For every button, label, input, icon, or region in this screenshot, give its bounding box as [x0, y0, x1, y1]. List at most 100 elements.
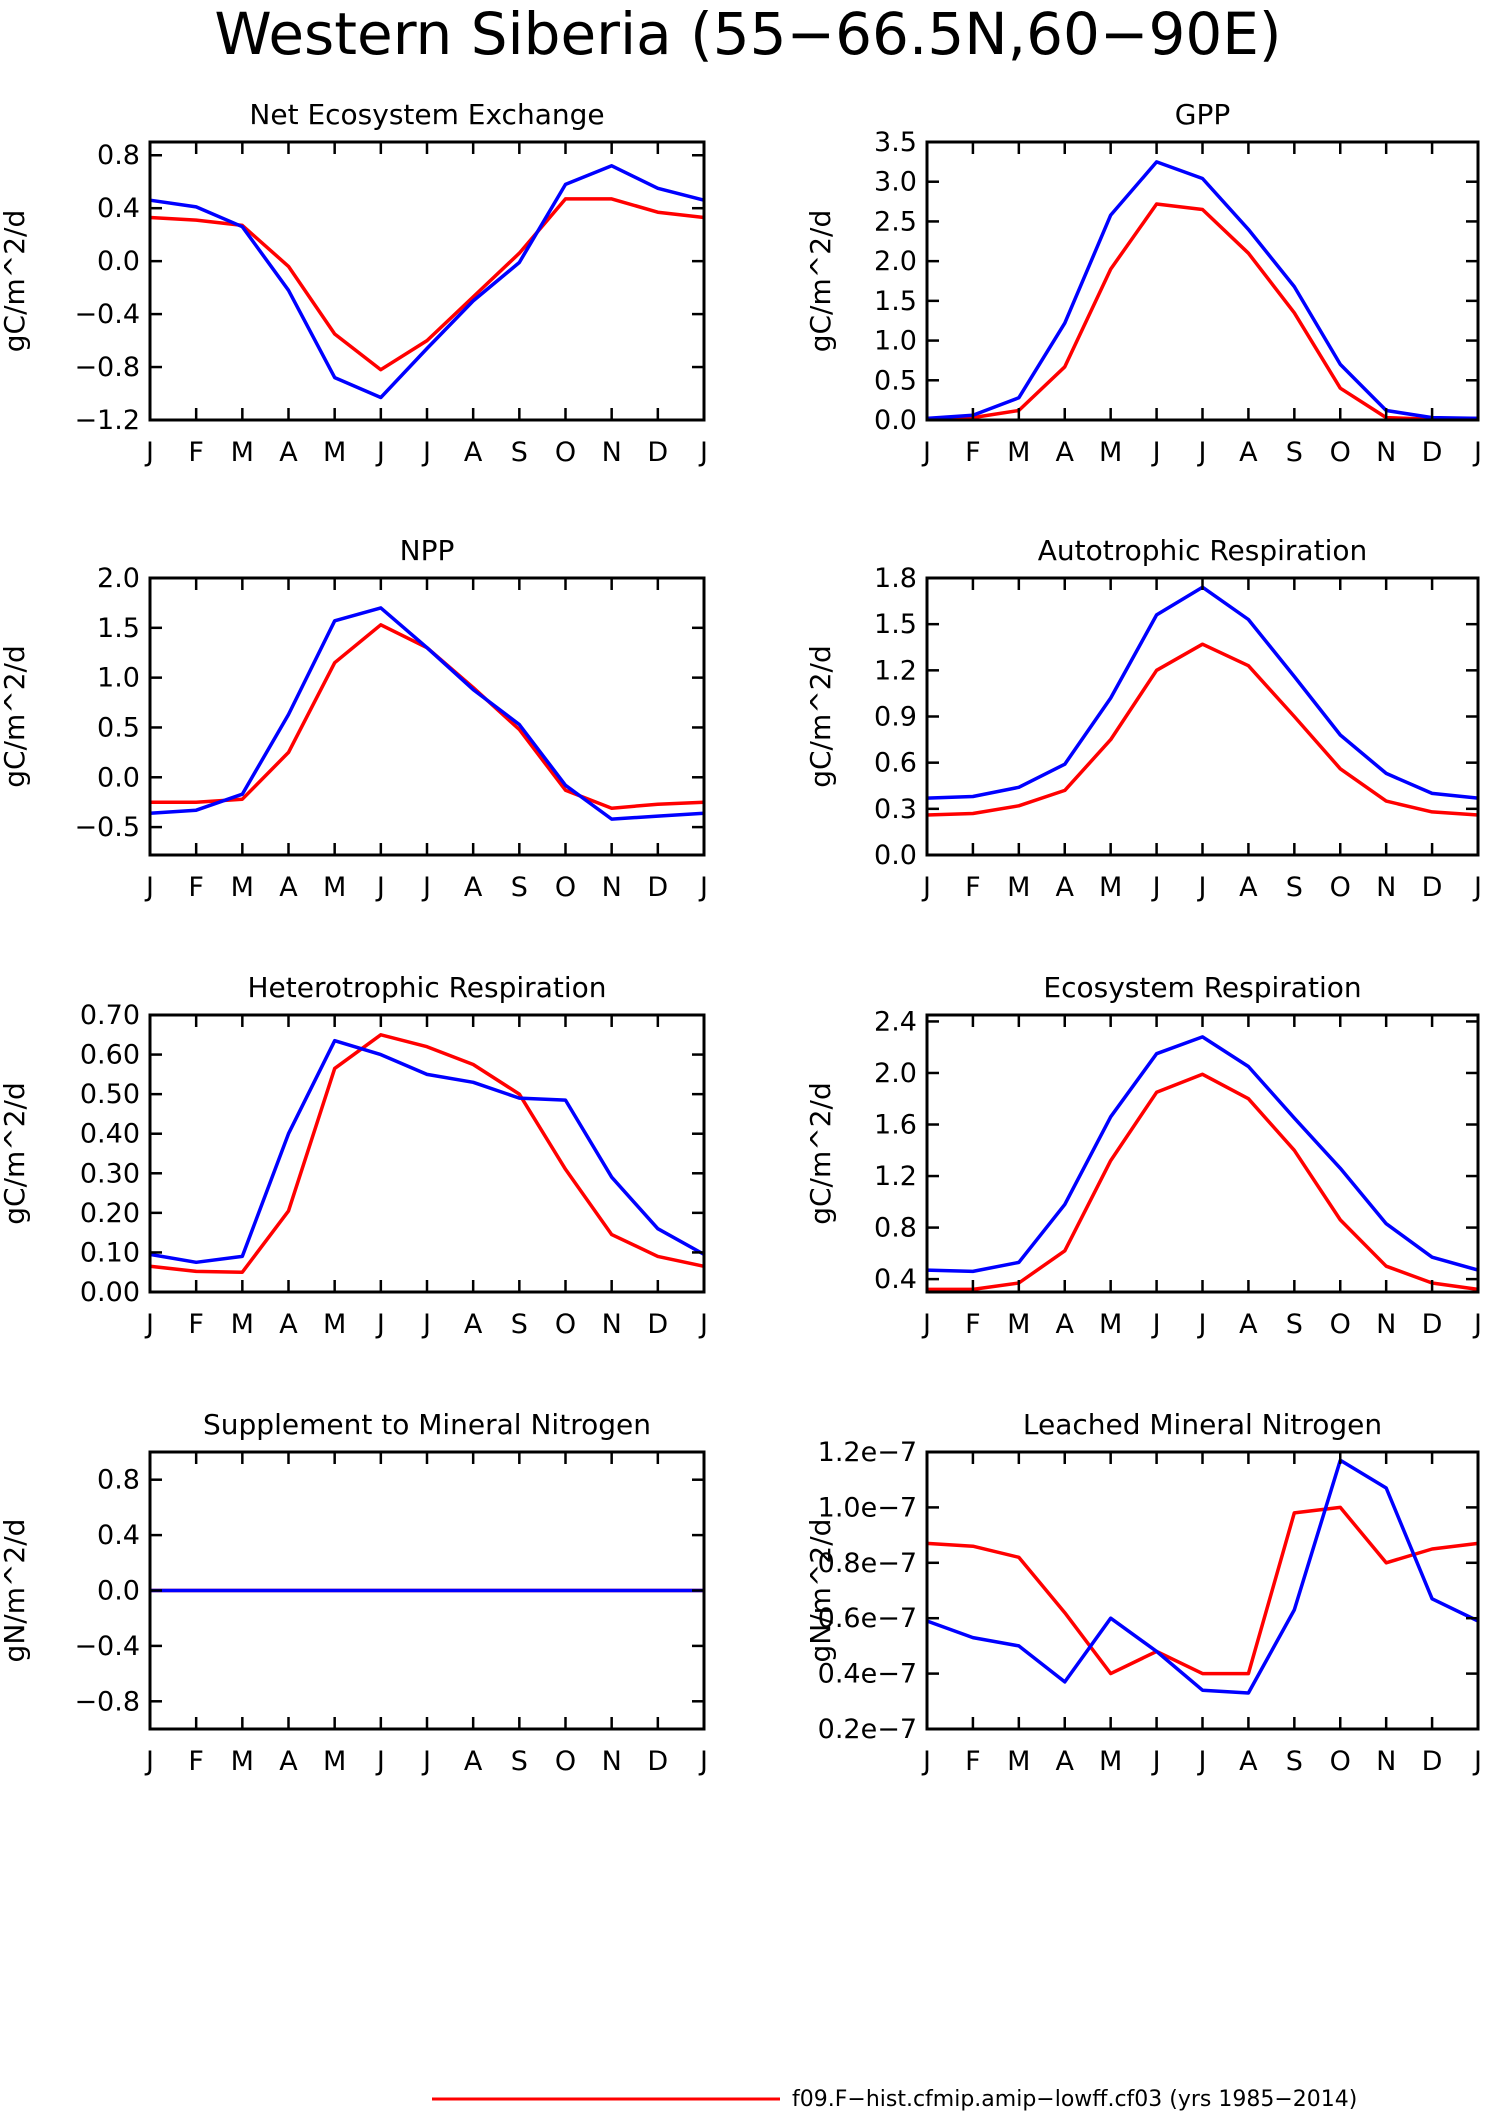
figure-title: Western Siberia (55−66.5N,60−90E): [214, 0, 1281, 68]
x-tick-label: N: [602, 1746, 622, 1777]
x-tick-label: A: [464, 437, 483, 468]
y-tick-label: 0.0: [97, 762, 140, 793]
y-axis-label: gC/m^2/d: [804, 645, 837, 788]
x-tick-label: J: [1151, 1746, 1161, 1777]
x-tick-label: J: [375, 872, 385, 903]
x-tick-label: M: [1099, 872, 1122, 903]
x-tick-label: M: [1007, 1309, 1030, 1340]
x-tick-label: O: [1330, 1746, 1351, 1777]
x-tick-label: J: [1151, 437, 1161, 468]
x-tick-label: J: [921, 437, 931, 468]
panel-net-ecosystem-exchange: Net Ecosystem Exchange gC/m^2/d −1.2 −0.8 −0…: [0, 98, 708, 468]
x-tick-label: J: [421, 1309, 431, 1340]
x-tick-label: A: [1239, 1746, 1258, 1777]
y-tick-label: 3.0: [874, 167, 917, 198]
y-axis-label: gN/m^2/d: [0, 1519, 31, 1663]
x-tick-label: M: [323, 1746, 346, 1777]
x-tick-label: J: [421, 1746, 431, 1777]
y-tick-label: 1.2e−7: [818, 1437, 917, 1468]
y-tick-label: −0.8: [74, 1686, 140, 1717]
y-tick-label: 2.0: [874, 246, 917, 277]
y-tick-label: −0.4: [74, 299, 140, 330]
x-tick-label: S: [1286, 1746, 1303, 1777]
y-tick-label: 0.3: [874, 794, 917, 825]
x-tick-label: M: [1099, 1309, 1122, 1340]
x-tick-label: J: [1197, 872, 1207, 903]
y-tick-label: 0.8e−7: [818, 1548, 917, 1579]
y-tick-label: 0.4: [874, 1264, 917, 1295]
y-tick-label: 0.8: [97, 140, 140, 171]
x-tick-label: N: [602, 1309, 622, 1340]
y-axis-label: gC/m^2/d: [804, 210, 837, 353]
y-axis-label: gC/m^2/d: [0, 210, 31, 353]
x-tick-label: S: [1286, 1309, 1303, 1340]
y-tick-label: 0.8: [874, 1213, 917, 1244]
y-tick-label: 0.4e−7: [818, 1659, 917, 1690]
x-tick-label: D: [1422, 1309, 1443, 1340]
y-tick-label: 0.5: [874, 365, 917, 396]
x-tick-label: O: [555, 1746, 576, 1777]
panel-title: Net Ecosystem Exchange: [249, 98, 604, 131]
y-tick-label: 0.4: [97, 193, 140, 224]
x-tick-label: A: [1056, 872, 1075, 903]
x-tick-label: O: [555, 437, 576, 468]
series-line-1: [926, 1505, 1479, 1676]
panel-title: Autotrophic Respiration: [1038, 534, 1367, 567]
y-tick-label: −0.4: [74, 1631, 140, 1662]
x-tick-label: A: [279, 437, 298, 468]
x-tick-label: A: [464, 1309, 483, 1340]
x-tick-label: J: [1472, 1309, 1482, 1340]
x-tick-label: M: [1099, 1746, 1122, 1777]
x-tick-label: A: [1239, 1309, 1258, 1340]
x-tick-label: S: [511, 437, 528, 468]
x-tick-label: S: [511, 1746, 528, 1777]
y-tick-label: 0.6e−7: [818, 1603, 917, 1634]
x-tick-label: J: [921, 872, 931, 903]
y-tick-label: 0.50: [80, 1079, 140, 1110]
y-tick-label: 0.30: [80, 1158, 140, 1189]
series-line-1: [150, 623, 705, 810]
series-line-1: [926, 202, 1479, 421]
panel-ecosystem-respiration: Ecosystem Respiration gC/m^2/d 0.4 0.8 1.2 1.…: [804, 971, 1482, 1340]
x-tick-label: F: [188, 437, 204, 468]
x-tick-label: J: [144, 1309, 154, 1340]
x-tick-label: M: [323, 437, 346, 468]
y-tick-label: 1.2: [874, 655, 917, 686]
y-tick-label: 0.00: [80, 1277, 140, 1308]
x-tick-label: A: [279, 1309, 298, 1340]
x-tick-label: J: [698, 1746, 708, 1777]
series-line-2: [926, 1458, 1479, 1695]
x-tick-label: M: [323, 872, 346, 903]
x-tick-label: J: [698, 437, 708, 468]
x-tick-label: J: [1472, 437, 1482, 468]
y-tick-label: 0.0: [874, 405, 917, 436]
x-tick-label: J: [1472, 1746, 1482, 1777]
y-tick-label: 1.0: [874, 326, 917, 357]
x-tick-label: A: [464, 1746, 483, 1777]
y-tick-label: 0.60: [80, 1040, 140, 1071]
panel-supplement-to-mineral-nitrogen: Supplement to Mineral Nitrogen gN/m^2/d −0…: [0, 1408, 708, 1777]
panel-title: Ecosystem Respiration: [1043, 971, 1361, 1004]
x-tick-label: J: [1197, 437, 1207, 468]
x-tick-label: J: [144, 872, 154, 903]
panel-title: Heterotrophic Respiration: [248, 971, 607, 1004]
x-tick-label: A: [1056, 1746, 1075, 1777]
y-tick-label: 1.5: [97, 613, 140, 644]
y-axis-label: gN/m^2/d: [804, 1519, 837, 1663]
x-tick-label: F: [188, 1309, 204, 1340]
y-tick-label: 2.5: [874, 206, 917, 237]
plot-frame: [925, 1450, 1480, 1731]
y-tick-label: 2.4: [874, 1006, 917, 1037]
x-tick-label: J: [375, 1746, 385, 1777]
x-tick-label: J: [375, 1309, 385, 1340]
y-tick-label: 0.0: [874, 840, 917, 871]
y-tick-label: 0.6: [874, 748, 917, 779]
x-tick-label: M: [231, 1309, 254, 1340]
y-tick-label: 1.2: [874, 1161, 917, 1192]
x-tick-label: M: [1007, 1746, 1030, 1777]
y-tick-label: 0.2e−7: [818, 1714, 917, 1745]
x-tick-label: J: [1197, 1746, 1207, 1777]
x-tick-label: F: [188, 872, 204, 903]
plot-frame: [148, 576, 706, 857]
x-tick-label: J: [698, 872, 708, 903]
